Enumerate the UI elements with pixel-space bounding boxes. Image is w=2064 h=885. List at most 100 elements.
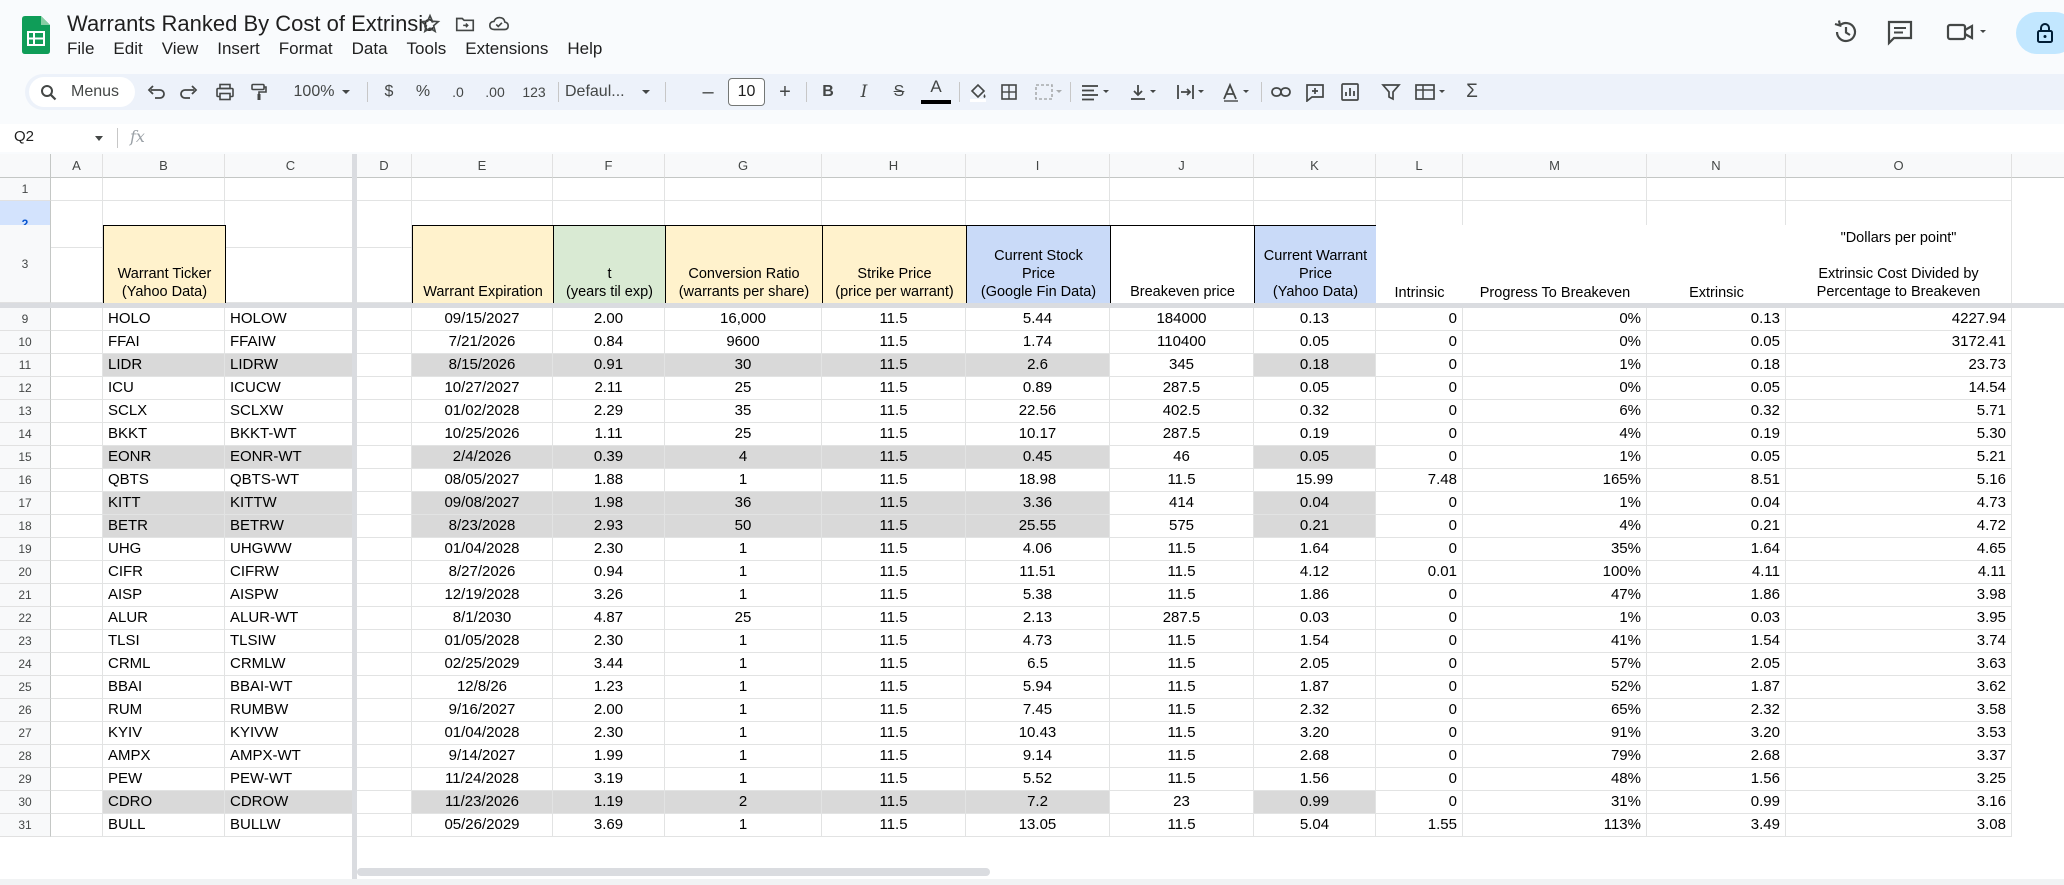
filter-views-icon[interactable] <box>1413 82 1449 102</box>
cell[interactable] <box>357 515 412 538</box>
table-cell[interactable]: RUM <box>103 699 225 722</box>
freeze-row-handle[interactable] <box>0 303 2064 308</box>
cell[interactable] <box>357 492 412 515</box>
table-cell[interactable]: 11.5 <box>1110 745 1254 768</box>
insert-link-icon[interactable] <box>1270 82 1292 102</box>
table-cell[interactable]: ALUR <box>103 607 225 630</box>
row-header-3[interactable]: 3 <box>0 225 51 303</box>
table-cell[interactable]: 11.5 <box>822 354 966 377</box>
star-icon[interactable] <box>419 13 441 35</box>
table-cell[interactable]: 9/16/2027 <box>412 699 553 722</box>
header-j[interactable]: Breakeven price <box>1110 225 1255 304</box>
row-header-26[interactable]: 26 <box>0 699 51 722</box>
name-box[interactable]: Q2 <box>14 128 35 145</box>
row-header-19[interactable]: 19 <box>0 538 51 561</box>
table-cell[interactable]: 0.89 <box>966 377 1110 400</box>
table-cell[interactable]: 4.11 <box>1786 561 2012 584</box>
table-cell[interactable]: 9/14/2027 <box>412 745 553 768</box>
borders-icon[interactable] <box>999 82 1019 102</box>
row-header-9[interactable]: 9 <box>0 308 51 331</box>
row-header-16[interactable]: 16 <box>0 469 51 492</box>
cell[interactable] <box>1463 178 1647 201</box>
row-header-1[interactable]: 1 <box>0 178 51 201</box>
menu-insert[interactable]: Insert <box>217 39 260 58</box>
table-cell[interactable]: 0.04 <box>1254 492 1376 515</box>
table-cell[interactable]: EONR-WT <box>225 446 357 469</box>
table-cell[interactable]: 4.11 <box>1647 561 1786 584</box>
table-cell[interactable]: PEW <box>103 768 225 791</box>
cell[interactable] <box>51 377 103 400</box>
cell[interactable] <box>51 400 103 423</box>
table-cell[interactable]: CDROW <box>225 791 357 814</box>
decrease-font-size-button[interactable]: – <box>702 80 714 103</box>
table-cell[interactable]: 1 <box>665 722 822 745</box>
menu-extensions[interactable]: Extensions <box>465 39 549 58</box>
table-cell[interactable]: LIDR <box>103 354 225 377</box>
table-cell[interactable]: 0.13 <box>1254 308 1376 331</box>
table-cell[interactable]: 2.00 <box>553 308 665 331</box>
table-cell[interactable]: 402.5 <box>1110 400 1254 423</box>
column-header-c[interactable]: C <box>225 154 357 178</box>
table-cell[interactable]: 0.05 <box>1254 446 1376 469</box>
column-header-l[interactable]: L <box>1376 154 1463 178</box>
cell[interactable] <box>51 354 103 377</box>
table-cell[interactable]: 4% <box>1463 423 1647 446</box>
table-cell[interactable]: 4.12 <box>1254 561 1376 584</box>
table-cell[interactable]: 0 <box>1376 630 1463 653</box>
bold-button[interactable]: B <box>822 83 834 100</box>
cell[interactable] <box>357 178 412 201</box>
table-cell[interactable]: 7/21/2026 <box>412 331 553 354</box>
row-header-29[interactable]: 29 <box>0 768 51 791</box>
table-cell[interactable]: TLSIW <box>225 630 357 653</box>
cell[interactable] <box>357 653 412 676</box>
cell[interactable] <box>553 178 665 201</box>
table-cell[interactable]: 0.04 <box>1647 492 1786 515</box>
cell[interactable] <box>1254 178 1376 201</box>
row-header-10[interactable]: 10 <box>0 331 51 354</box>
table-cell[interactable]: 11.5 <box>822 469 966 492</box>
row-header-27[interactable]: 27 <box>0 722 51 745</box>
cell[interactable] <box>51 745 103 768</box>
table-cell[interactable]: 0 <box>1376 722 1463 745</box>
strikethrough-button[interactable]: S <box>893 83 905 100</box>
table-cell[interactable]: 4.65 <box>1786 538 2012 561</box>
table-cell[interactable]: 0 <box>1376 768 1463 791</box>
table-cell[interactable]: 2.13 <box>966 607 1110 630</box>
table-cell[interactable]: 1 <box>665 584 822 607</box>
table-cell[interactable]: KITTW <box>225 492 357 515</box>
header-o[interactable]: "Dollars per point" Extrinsic Cost Divide… <box>1786 225 2012 303</box>
table-cell[interactable]: 0.21 <box>1254 515 1376 538</box>
percent-format-button[interactable]: % <box>415 83 431 100</box>
comments-icon[interactable] <box>1884 16 1916 48</box>
table-cell[interactable]: 48% <box>1463 768 1647 791</box>
table-cell[interactable]: 52% <box>1463 676 1647 699</box>
table-cell[interactable]: 18.98 <box>966 469 1110 492</box>
table-cell[interactable]: CRML <box>103 653 225 676</box>
table-cell[interactable]: 11.5 <box>1110 676 1254 699</box>
row-header-23[interactable]: 23 <box>0 630 51 653</box>
column-header-d[interactable]: D <box>357 154 412 178</box>
table-cell[interactable]: 0.39 <box>553 446 665 469</box>
row-header-12[interactable]: 12 <box>0 377 51 400</box>
table-cell[interactable]: 0.03 <box>1647 607 1786 630</box>
table-cell[interactable]: 10/27/2027 <box>412 377 553 400</box>
table-cell[interactable]: PEW-WT <box>225 768 357 791</box>
table-cell[interactable]: 0 <box>1376 607 1463 630</box>
table-cell[interactable]: 0% <box>1463 331 1647 354</box>
table-cell[interactable]: 0.94 <box>553 561 665 584</box>
table-cell[interactable]: 1.54 <box>1254 630 1376 653</box>
table-cell[interactable]: 6.5 <box>966 653 1110 676</box>
table-cell[interactable]: BETRW <box>225 515 357 538</box>
table-cell[interactable]: SCLX <box>103 400 225 423</box>
cell[interactable] <box>51 331 103 354</box>
cell[interactable] <box>51 814 103 837</box>
scrollbar-thumb[interactable] <box>357 868 990 876</box>
table-cell[interactable]: 4227.94 <box>1786 308 2012 331</box>
table-cell[interactable]: 5.16 <box>1786 469 2012 492</box>
italic-button[interactable]: I <box>860 82 868 102</box>
table-cell[interactable]: 0.05 <box>1254 331 1376 354</box>
table-cell[interactable]: 11.5 <box>822 699 966 722</box>
cell[interactable] <box>357 561 412 584</box>
table-cell[interactable]: 287.5 <box>1110 377 1254 400</box>
cell[interactable] <box>51 178 103 201</box>
